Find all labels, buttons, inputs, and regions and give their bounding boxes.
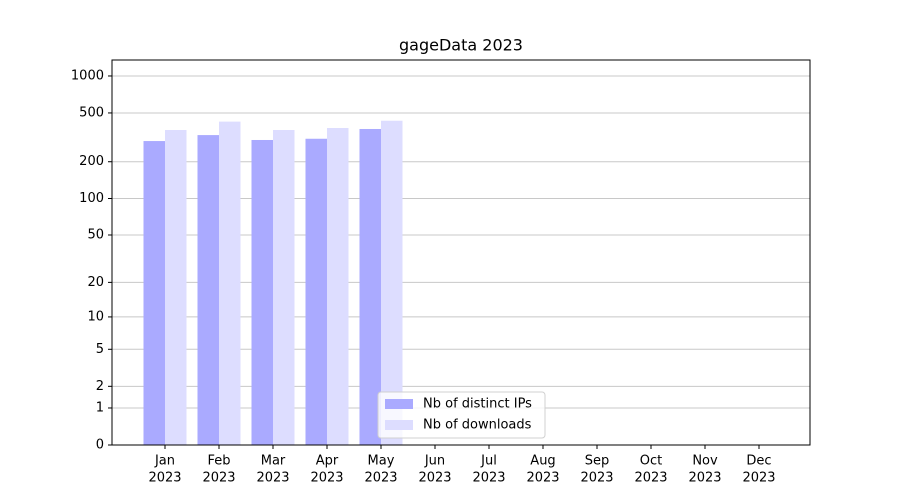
- x-tick-label: Mar: [261, 454, 286, 469]
- bar: [219, 121, 241, 445]
- x-tick-label: 2023: [526, 471, 559, 486]
- y-tick-label: 10: [87, 309, 104, 324]
- x-tick-label: 2023: [688, 471, 721, 486]
- x-tick-label: Feb: [207, 454, 230, 469]
- x-tick-label: 2023: [364, 471, 397, 486]
- y-tick-label: 500: [79, 105, 104, 120]
- x-tick-label: 2023: [472, 471, 505, 486]
- x-tick-label: 2023: [256, 471, 289, 486]
- bar: [197, 135, 219, 445]
- x-tick-label: Dec: [746, 454, 771, 469]
- x-tick-label: May: [368, 454, 395, 469]
- x-tick-label: 2023: [742, 471, 775, 486]
- x-tick-label: 2023: [418, 471, 451, 486]
- y-tick-label: 20: [87, 275, 104, 290]
- x-tick-label: 2023: [202, 471, 235, 486]
- bar: [381, 120, 403, 445]
- chart-title: gageData 2023: [399, 36, 523, 55]
- legend: Nb of distinct IPs Nb of downloads: [377, 391, 546, 439]
- x-tick-label: Aug: [530, 454, 555, 469]
- y-tick-label: 100: [79, 191, 104, 206]
- bar: [359, 128, 381, 445]
- legend-swatch: [385, 420, 413, 430]
- y-tick-label: 200: [79, 154, 104, 169]
- y-tick-label: 0: [96, 438, 104, 453]
- x-tick-label: Oct: [640, 454, 662, 469]
- x-tick-label: Jan: [154, 454, 175, 469]
- x-tick-label: Jun: [424, 454, 445, 469]
- bar: [327, 127, 349, 445]
- legend-label: Nb of downloads: [423, 418, 532, 433]
- x-tick-label: Apr: [316, 454, 339, 469]
- bar: [143, 141, 165, 445]
- plot-frame: [111, 59, 811, 446]
- y-tick-label: 5: [96, 342, 104, 357]
- x-tick-label: 2023: [310, 471, 343, 486]
- legend-swatch: [385, 399, 413, 409]
- y-tick-label: 1000: [71, 68, 104, 83]
- bar: [165, 130, 187, 445]
- legend-label: Nb of distinct IPs: [423, 397, 532, 412]
- legend-box: [377, 391, 546, 439]
- y-tick-label: 1: [96, 400, 104, 415]
- y-tick-label: 50: [87, 227, 104, 242]
- x-tick-label: 2023: [580, 471, 613, 486]
- bar: [305, 138, 327, 445]
- bar: [273, 130, 295, 445]
- x-tick-label: 2023: [634, 471, 667, 486]
- x-tick-label: Jul: [480, 454, 497, 469]
- y-tick-label: 2: [96, 379, 104, 394]
- x-tick-label: Nov: [692, 454, 718, 469]
- x-tick-label: Sep: [585, 454, 610, 469]
- x-tick-label: 2023: [148, 471, 181, 486]
- bar: [251, 139, 273, 445]
